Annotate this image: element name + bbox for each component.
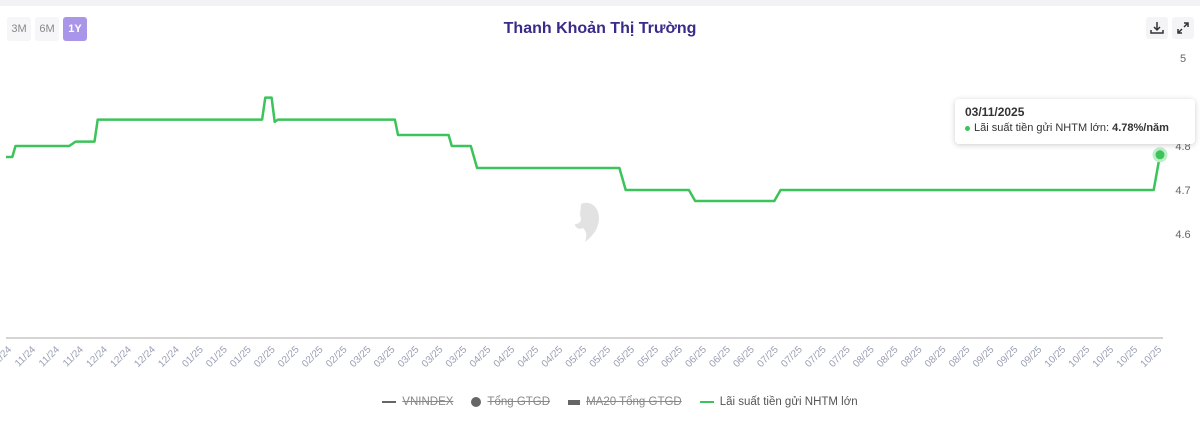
x-tick-label: 04/25 [540,344,566,370]
x-tick-label: 08/25 [875,344,901,370]
x-tick-label: 10/25 [1139,344,1165,370]
x-tick-label: 08/25 [899,344,925,370]
x-tick-label: 07/25 [779,344,805,370]
x-tick-label: 10/25 [1091,344,1117,370]
x-tick-label: 03/25 [420,344,446,370]
x-tick-label: 04/25 [468,344,494,370]
x-tick-label: 06/25 [659,344,685,370]
series-line-deposit-rate [6,96,1162,203]
x-tick-label: 09/25 [971,344,997,370]
x-tick-label: 03/25 [372,344,398,370]
hover-point[interactable] [1152,147,1168,163]
range-1y-button[interactable]: 1Y [63,17,87,41]
tooltip: 03/11/2025 Lãi suất tiền gửi NHTM lớn: 4… [955,99,1195,144]
x-tick-label: 01/25 [204,344,230,370]
legend: VNINDEX Tổng GTGD MA20 Tổng GTGD Lãi suấ… [0,396,1200,408]
x-tick-label: 02/25 [324,344,350,370]
x-tick-label: 05/25 [612,344,638,370]
line-chart: 54.84.74.6 11/2411/2411/2411/2412/2412/2… [0,53,1191,370]
x-tick-label: 10/25 [1067,344,1093,370]
x-tick-label: 03/25 [396,344,422,370]
x-tick-label: 03/25 [444,344,470,370]
x-tick-label: 06/25 [731,344,757,370]
series-dot-icon [965,125,970,131]
x-tick-label: 12/24 [108,344,134,370]
y-tick-label: 4.6 [1175,229,1190,241]
x-tick-label: 09/25 [1019,344,1045,370]
x-tick-label: 11/24 [37,344,62,369]
x-tick-label: 12/24 [84,344,110,370]
chart-title: Thanh Khoản Thị Trường [503,20,697,37]
legend-ma20[interactable]: MA20 Tổng GTGD [568,396,682,408]
x-tick-label: 10/25 [1043,344,1069,370]
line-icon [699,401,714,403]
x-tick-label: 11/24 [0,344,14,369]
x-tick-label: 06/25 [707,344,733,370]
watermark [556,200,620,249]
x-tick-label: 06/25 [683,344,709,370]
tooltip-date: 03/11/2025 [965,105,1025,119]
x-tick-label: 05/25 [588,344,614,370]
x-tick-label: 04/25 [516,344,542,370]
x-tick-label: 11/24 [13,344,38,369]
tooltip-series: Lãi suất tiền gửi NHTM lớn: [974,122,1113,134]
range-3m-button[interactable]: 3M [7,17,31,41]
top-border [0,0,1200,6]
x-tick-label: 07/25 [803,344,829,370]
x-tick-label: 08/25 [947,344,973,370]
range-6m-button[interactable]: 6M [35,17,59,41]
x-tick-label: 01/25 [228,344,254,370]
x-tick-label: 10/25 [1115,344,1141,370]
x-tick-label: 08/25 [851,344,877,370]
chart-tools [1146,17,1194,39]
x-tick-label: 03/25 [348,344,374,370]
expand-icon [1177,22,1189,34]
download-icon [1150,22,1164,34]
y-tick-label: 5 [1180,53,1186,65]
legend-vnindex[interactable]: VNINDEX [382,396,453,408]
horse-logo-icon [575,202,599,242]
circle-icon [471,397,482,407]
legend-tong-gtgd[interactable]: Tổng GTGD [471,396,550,408]
x-tick-label: 09/25 [995,344,1021,370]
range-selector: 3M 6M 1Y [7,17,87,41]
x-tick-label: 07/25 [755,344,781,370]
fullscreen-button[interactable] [1172,17,1194,39]
x-tick-label: 07/25 [827,344,853,370]
x-tick-label: 12/24 [132,344,158,370]
x-tick-label: 08/25 [923,344,949,370]
x-tick-label: 02/25 [300,344,326,370]
line-icon [382,401,397,403]
y-tick-label: 4.7 [1175,185,1190,197]
x-tick-label: 04/25 [492,344,518,370]
legend-deposit-rate[interactable]: Lãi suất tiền gửi NHTM lớn [699,396,858,408]
x-tick-label: 12/24 [156,344,182,370]
x-tick-label: 01/25 [180,344,206,370]
rect-icon [568,399,581,405]
x-tick-label: 05/25 [564,344,590,370]
y-tick-label: 4.8 [1175,141,1190,153]
x-tick-label: 05/25 [636,344,662,370]
x-tick-label: 11/24 [61,344,86,369]
download-button[interactable] [1146,17,1168,39]
tooltip-value: 4.78%/năm [1112,122,1169,134]
x-tick-label: 02/25 [252,344,278,370]
x-tick-label: 02/25 [276,344,302,370]
